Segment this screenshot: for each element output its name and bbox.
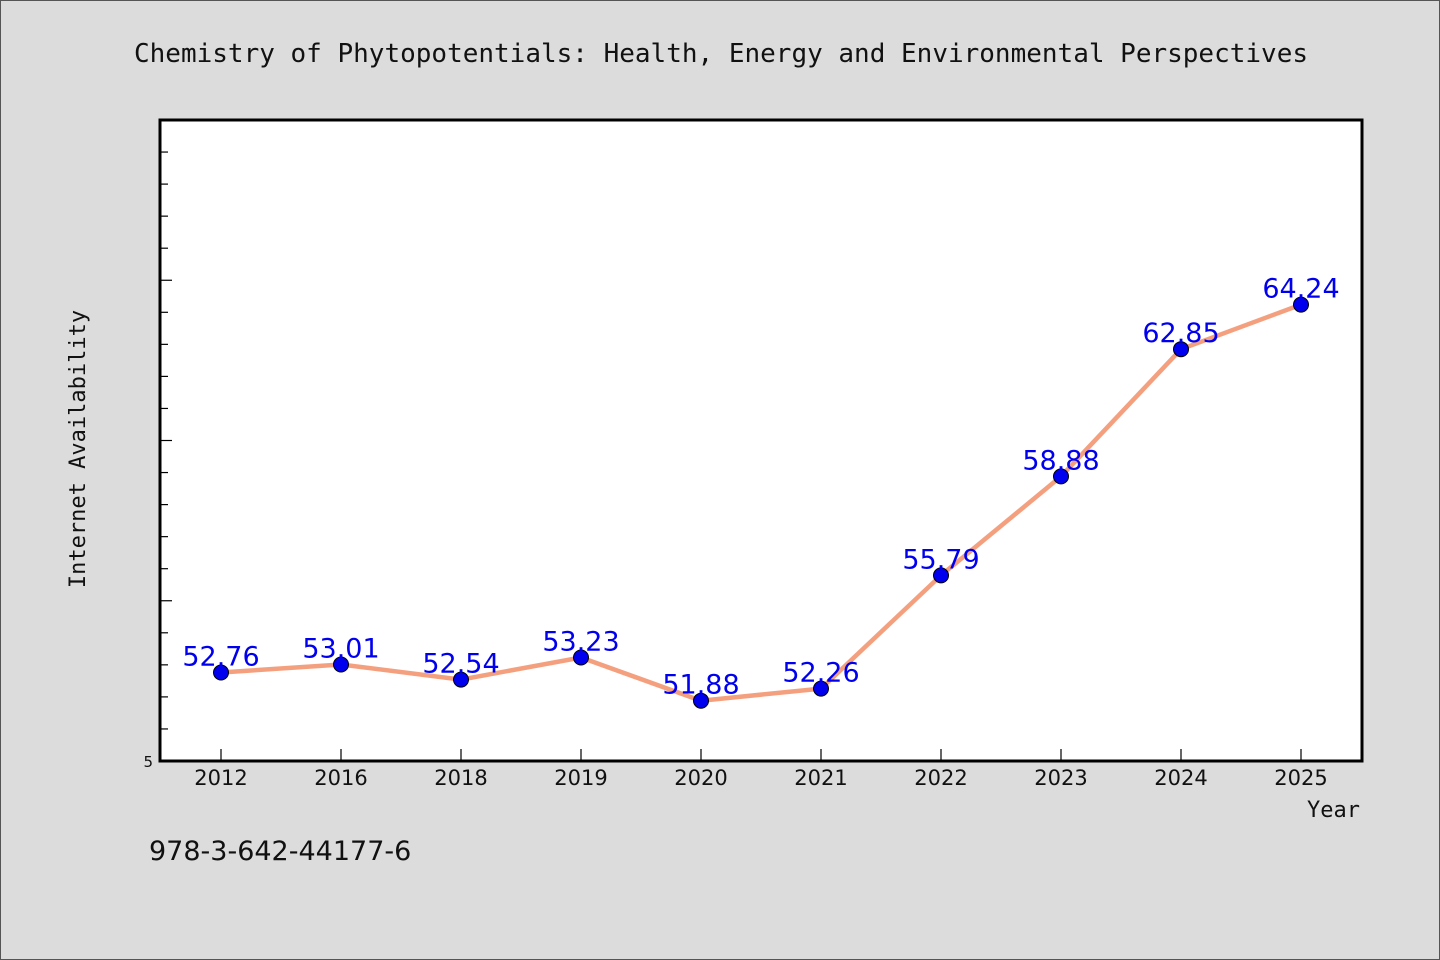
data-point [693, 692, 709, 709]
data-point [1293, 296, 1309, 313]
y-tick-label: 5 [143, 753, 153, 771]
data-label: 64.24 [1262, 274, 1339, 305]
x-tick-label: 2018 [434, 766, 487, 790]
y-axis-ticks [160, 119, 172, 730]
data-label: 52.26 [782, 658, 859, 689]
data-point [813, 680, 829, 697]
x-tick-label: 2019 [554, 766, 607, 790]
data-label: 52.54 [422, 649, 499, 680]
data-point [453, 671, 469, 688]
data-label: 53.23 [542, 627, 619, 658]
data-point [213, 664, 229, 681]
data-point [333, 656, 349, 673]
x-tick-label: 2023 [1034, 766, 1087, 790]
data-point [1173, 341, 1189, 358]
y-axis-label: Internet Availability [66, 310, 91, 588]
data-label: 58.88 [1022, 445, 1099, 476]
x-axis-label: Year [1307, 798, 1360, 823]
chart-title: Chemistry of Phytopotentials: Health, En… [134, 39, 1308, 69]
data-label: 62.85 [1142, 318, 1219, 349]
data-label: 53.01 [302, 634, 379, 665]
isbn-footer: 978-3-642-44177-6 [149, 836, 412, 867]
data-point [1053, 468, 1069, 485]
x-tick-labels: 2012 2016 2018 2019 2020 2021 2022 2023 2024 2025 [194, 766, 1327, 790]
data-point-markers [213, 296, 1309, 709]
x-tick-label: 2022 [914, 766, 967, 790]
plot-area [158, 118, 1364, 763]
data-label: 52.76 [182, 642, 259, 673]
series-line [218, 302, 1304, 703]
x-tick-label: 2024 [1154, 766, 1207, 790]
x-tick-label: 2012 [194, 766, 247, 790]
x-axis-ticks [220, 749, 1302, 761]
data-label: 51.88 [662, 670, 739, 701]
x-tick-label: 2020 [674, 766, 727, 790]
data-label: 55.79 [902, 544, 979, 575]
x-tick-label: 2021 [794, 766, 847, 790]
x-tick-label: 2016 [314, 766, 367, 790]
data-point [573, 649, 589, 666]
data-point [933, 567, 949, 584]
data-value-labels: 52.76 53.01 52.54 53.23 51.88 52.26 55.79 58.88… [182, 274, 1339, 701]
x-tick-label: 2025 [1274, 766, 1327, 790]
